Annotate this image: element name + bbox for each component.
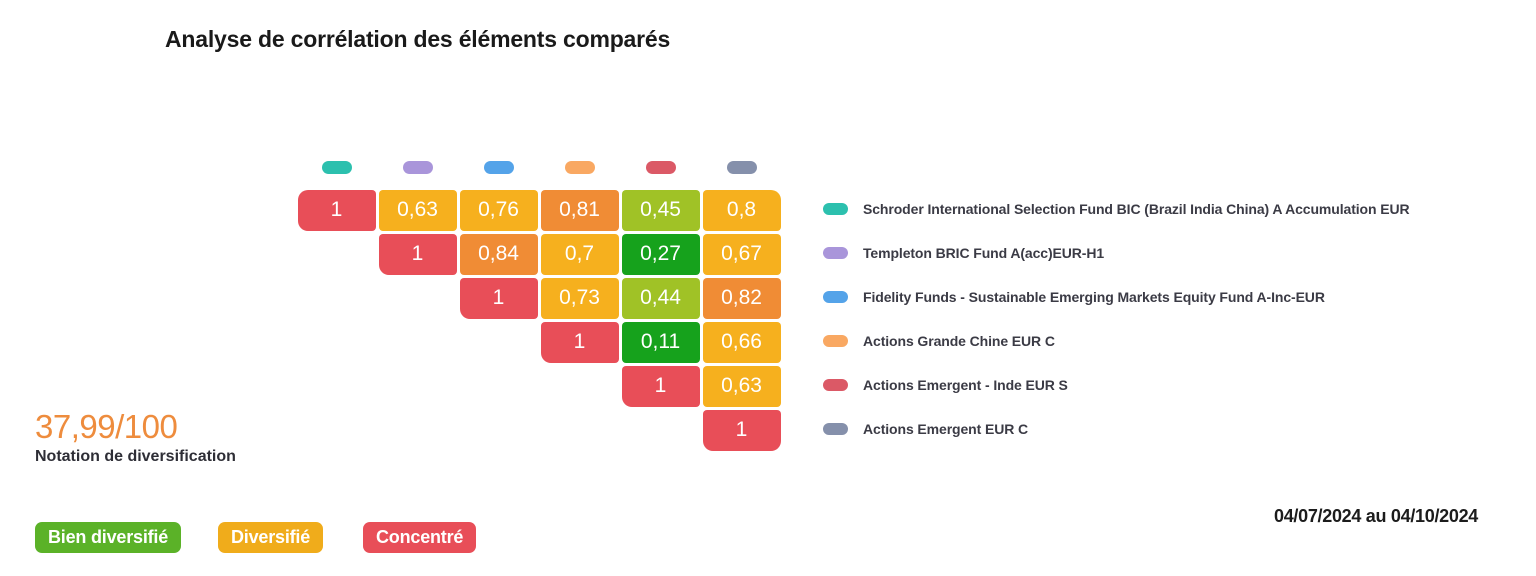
- fund-color-pill-column-1-icon: [321, 161, 352, 174]
- correlation-cell-r2-c3: 0,84: [459, 233, 538, 275]
- correlation-cell-r1-c5: 0,45: [621, 189, 700, 231]
- diversification-score: 37,99/100: [35, 408, 178, 445]
- correlation-cell-r1-c2: 0,63: [378, 189, 457, 231]
- correlation-cell-r2-c6: 0,67: [702, 233, 781, 275]
- fund-legend-item: Fidelity Funds - Sustainable Emerging Ma…: [823, 276, 1325, 318]
- date-range: 04/07/2024 au 04/10/2024: [1274, 506, 1478, 526]
- fund-color-pill-column-6-icon: [726, 161, 757, 174]
- fund-color-pill-icon: [823, 379, 848, 391]
- correlation-cell-r4-c4: 1: [540, 321, 619, 363]
- correlation-cell-r2-c4: 0,7: [540, 233, 619, 275]
- fund-legend-label: Fidelity Funds - Sustainable Emerging Ma…: [863, 289, 1325, 305]
- correlation-cell-r3-c4: 0,73: [540, 277, 619, 319]
- correlation-cell-r3-c6: 0,82: [702, 277, 781, 319]
- fund-color-pill-icon: [823, 247, 848, 259]
- fund-color-pill-column-2-icon: [402, 161, 433, 174]
- correlation-cell-r2-c5: 0,27: [621, 233, 700, 275]
- fund-color-pill-icon: [823, 291, 848, 303]
- diversification-score-label: Notation de diversification: [35, 448, 236, 465]
- correlation-cell-r3-c3: 1: [459, 277, 538, 319]
- correlation-cell-r6-c6: 1: [702, 409, 781, 451]
- correlation-cell-r1-c1: 1: [297, 189, 376, 231]
- fund-legend-item: Actions Grande Chine EUR C: [823, 320, 1055, 362]
- correlation-cell-r5-c5: 1: [621, 365, 700, 407]
- correlation-cell-r4-c6: 0,66: [702, 321, 781, 363]
- fund-legend-item: Templeton BRIC Fund A(acc)EUR-H1: [823, 232, 1104, 274]
- fund-legend-label: Actions Emergent - Inde EUR S: [863, 377, 1068, 393]
- fund-color-pill-icon: [823, 335, 848, 347]
- correlation-cell-r2-c2: 1: [378, 233, 457, 275]
- fund-color-pill-column-5-icon: [645, 161, 676, 174]
- fund-color-pill-icon: [823, 423, 848, 435]
- correlation-cell-r5-c6: 0,63: [702, 365, 781, 407]
- scale-badge-2: Diversifié: [218, 522, 324, 553]
- correlation-cell-r1-c4: 0,81: [540, 189, 619, 231]
- diversification-score-block: 37,99/100 Notation de diversification: [35, 409, 236, 466]
- fund-color-pill-column-3-icon: [483, 161, 514, 174]
- scale-badge-1: Bien diversifié: [35, 522, 182, 553]
- fund-legend-label: Schroder International Selection Fund BI…: [863, 201, 1410, 217]
- correlation-cell-r1-c3: 0,76: [459, 189, 538, 231]
- fund-legend-label: Actions Grande Chine EUR C: [863, 333, 1055, 349]
- fund-legend-item: Actions Emergent EUR C: [823, 408, 1028, 450]
- fund-legend-label: Actions Emergent EUR C: [863, 421, 1029, 437]
- correlation-cell-r1-c6: 0,8: [702, 189, 781, 231]
- scale-badge-3: Concentré: [363, 522, 477, 553]
- fund-legend-item: Actions Emergent - Inde EUR S: [823, 364, 1068, 406]
- fund-legend-label: Templeton BRIC Fund A(acc)EUR-H1: [863, 245, 1105, 261]
- fund-color-pill-icon: [823, 203, 848, 215]
- page-title: Analyse de corrélation des éléments comp…: [165, 26, 671, 52]
- correlation-cell-r4-c5: 0,11: [621, 321, 700, 363]
- fund-legend-item: Schroder International Selection Fund BI…: [823, 188, 1410, 230]
- correlation-cell-r3-c5: 0,44: [621, 277, 700, 319]
- fund-color-pill-column-4-icon: [564, 161, 595, 174]
